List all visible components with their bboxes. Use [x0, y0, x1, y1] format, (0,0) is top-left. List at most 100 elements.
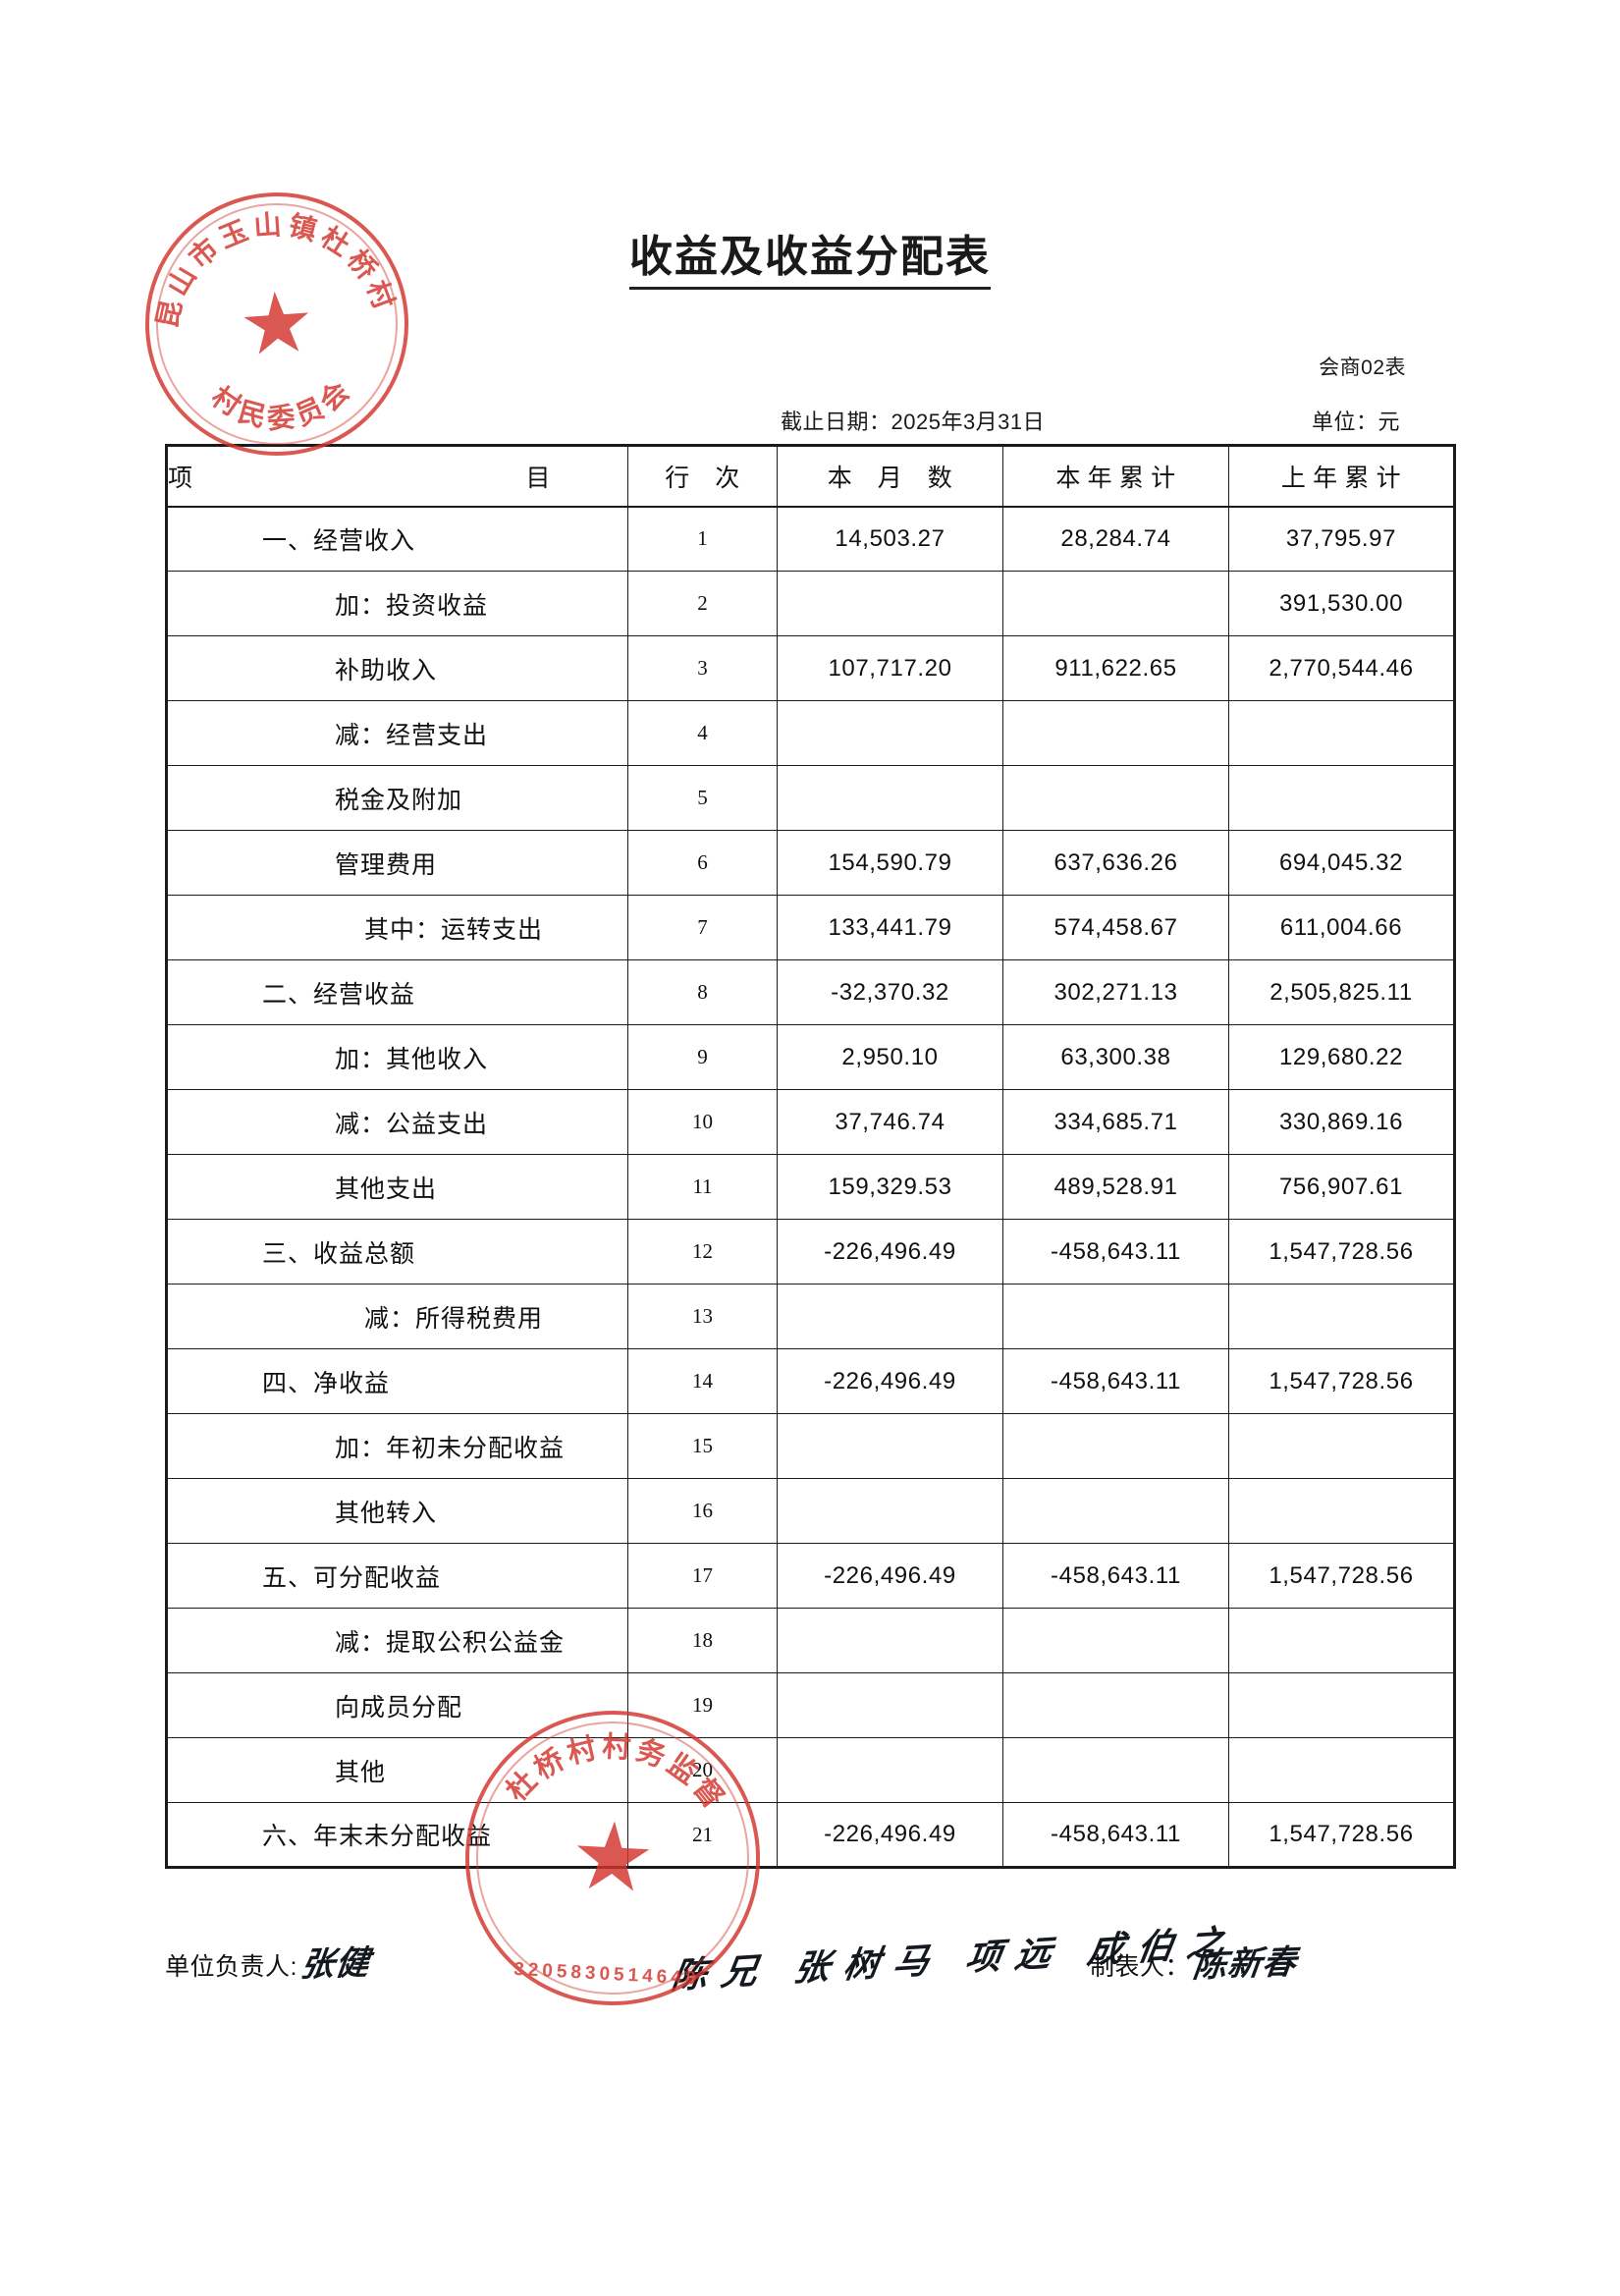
seal-top-lower-text: 村民委员会: [204, 371, 361, 439]
row-value-year-to-date: [1002, 1413, 1229, 1479]
row-line-number: 20: [627, 1737, 778, 1803]
row-item-label: 向成员分配: [166, 1672, 628, 1738]
row-value-month: 14,503.27: [777, 506, 1003, 572]
row-value-year-to-date: [1002, 700, 1229, 766]
official-seal-village-committee: 昆山市玉山镇杜桥村 村民委员会 ★: [135, 183, 418, 465]
header-item-left: 项: [168, 465, 199, 492]
row-line-number: 21: [627, 1802, 778, 1868]
row-value-prev-year: 129,680.22: [1228, 1024, 1455, 1090]
row-line-number: 7: [627, 895, 778, 960]
row-item-label: 二、经营收益: [166, 959, 628, 1025]
row-item-label: 四、净收益: [166, 1348, 628, 1414]
row-line-number: 17: [627, 1543, 778, 1609]
income-distribution-table: 项 目 行 次 本 月 数 本 年 累 计 上 年 累 计 一、经营收入 1 14,…: [165, 444, 1456, 1869]
row-value-month: 107,717.20: [777, 635, 1003, 701]
header-row: 项 目 行 次 本 月 数 本 年 累 计 上 年 累 计: [166, 445, 1455, 508]
row-item-label: 补助收入: [166, 635, 628, 701]
row-value-year-to-date: [1002, 571, 1229, 636]
statement-table-container: 项 目 行 次 本 月 数 本 年 累 计 上 年 累 计 一、经营收入 1 14,…: [165, 444, 1456, 1869]
row-line-number: 11: [627, 1154, 778, 1220]
row-value-month: [777, 1737, 1003, 1803]
row-value-prev-year: 1,547,728.56: [1228, 1219, 1455, 1285]
row-value-year-to-date: 28,284.74: [1002, 506, 1229, 572]
row-value-year-to-date: -458,643.11: [1002, 1348, 1229, 1414]
table-row: 六、年末未分配收益 21 -226,496.49 -458,643.11 1,547,7…: [166, 1802, 1455, 1868]
row-value-month: -32,370.32: [777, 959, 1003, 1025]
table-row: 二、经营收益 8 -32,370.32 302,271.13 2,505,825.11: [166, 959, 1455, 1025]
row-value-year-to-date: 489,528.91: [1002, 1154, 1229, 1220]
row-value-prev-year: 37,795.97: [1228, 506, 1455, 572]
header-item: 项 目: [166, 445, 628, 508]
table-row: 其他支出 11 159,329.53 489,528.91 756,907.61: [166, 1154, 1455, 1220]
row-value-year-to-date: [1002, 1672, 1229, 1738]
row-value-month: 154,590.79: [777, 830, 1003, 896]
row-value-prev-year: [1228, 1737, 1455, 1803]
row-value-prev-year: [1228, 1672, 1455, 1738]
row-item-label: 一、经营收入: [166, 506, 628, 572]
period-date: 截止日期：2025年3月31日: [781, 410, 1046, 434]
header-line-no: 行 次: [627, 445, 778, 508]
table-row: 其他转入 16: [166, 1478, 1455, 1544]
responsible-person-signature: 张健: [298, 1944, 372, 1985]
row-value-month: -226,496.49: [777, 1219, 1003, 1285]
table-body: 一、经营收入 1 14,503.27 28,284.74 37,795.97 加：投资收益…: [166, 506, 1455, 1868]
row-value-month: -226,496.49: [777, 1802, 1003, 1868]
table-row: 加：其他收入 9 2,950.10 63,300.38 129,680.22: [166, 1024, 1455, 1090]
row-value-year-to-date: -458,643.11: [1002, 1219, 1229, 1285]
table-row: 五、可分配收益 17 -226,496.49 -458,643.11 1,547,728…: [166, 1543, 1455, 1609]
row-value-month: -226,496.49: [777, 1348, 1003, 1414]
table-header: 项 目 行 次 本 月 数 本 年 累 计 上 年 累 计: [166, 445, 1455, 508]
table-row: 其中：运转支出 7 133,441.79 574,458.67 611,004.66: [166, 895, 1455, 960]
row-line-number: 19: [627, 1672, 778, 1738]
table-row: 向成员分配 19: [166, 1672, 1455, 1738]
header-item-right: 目: [525, 465, 551, 492]
row-value-month: [777, 1478, 1003, 1544]
header-month: 本 月 数: [777, 445, 1003, 508]
row-value-month: [777, 765, 1003, 831]
row-item-label: 加：其他收入: [166, 1024, 628, 1090]
row-item-label: 其他支出: [166, 1154, 628, 1220]
title-container: 收益及收益分配表: [0, 232, 1620, 290]
row-value-month: 159,329.53: [777, 1154, 1003, 1220]
currency-unit: 单位：元: [1311, 410, 1400, 434]
row-value-year-to-date: [1002, 1608, 1229, 1673]
row-line-number: 6: [627, 830, 778, 896]
row-item-label: 加：年初未分配收益: [166, 1413, 628, 1479]
row-value-year-to-date: [1002, 1284, 1229, 1349]
preparer-label: 制表人：: [1090, 1953, 1191, 1981]
row-line-number: 10: [627, 1089, 778, 1155]
row-item-label: 其他转入: [166, 1478, 628, 1544]
row-line-number: 3: [627, 635, 778, 701]
table-row: 补助收入 3 107,717.20 911,622.65 2,770,544.46: [166, 635, 1455, 701]
row-value-prev-year: [1228, 1284, 1455, 1349]
row-value-prev-year: 1,547,728.56: [1228, 1348, 1455, 1414]
row-value-month: 37,746.74: [777, 1089, 1003, 1155]
row-value-year-to-date: 574,458.67: [1002, 895, 1229, 960]
row-value-prev-year: 2,505,825.11: [1228, 959, 1455, 1025]
row-value-year-to-date: -458,643.11: [1002, 1802, 1229, 1868]
responsible-person-block: 单位负责人:张健 陈兄 张树马 项远 成伯之: [165, 1923, 1240, 1996]
row-value-year-to-date: 302,271.13: [1002, 959, 1229, 1025]
row-line-number: 5: [627, 765, 778, 831]
row-value-year-to-date: [1002, 1737, 1229, 1803]
table-row: 加：年初未分配收益 15: [166, 1413, 1455, 1479]
table-row: 加：投资收益 2 391,530.00: [166, 571, 1455, 636]
seal-star-icon: ★: [236, 274, 318, 374]
row-value-prev-year: [1228, 765, 1455, 831]
row-value-prev-year: 694,045.32: [1228, 830, 1455, 896]
row-value-month: [777, 700, 1003, 766]
row-item-label: 其中：运转支出: [166, 895, 628, 960]
row-line-number: 9: [627, 1024, 778, 1090]
table-row: 管理费用 6 154,590.79 637,636.26 694,045.32: [166, 830, 1455, 896]
row-value-month: [777, 1672, 1003, 1738]
page-title: 收益及收益分配表: [629, 232, 991, 290]
row-value-prev-year: [1228, 700, 1455, 766]
header-prev-year: 上 年 累 计: [1228, 445, 1455, 508]
row-value-month: [777, 1608, 1003, 1673]
row-item-label: 六、年末未分配收益: [166, 1802, 628, 1868]
form-code: 会商02表: [1319, 356, 1406, 379]
row-item-label: 管理费用: [166, 830, 628, 896]
preparer-signature: 陈新春: [1190, 1944, 1300, 1985]
row-value-prev-year: [1228, 1413, 1455, 1479]
